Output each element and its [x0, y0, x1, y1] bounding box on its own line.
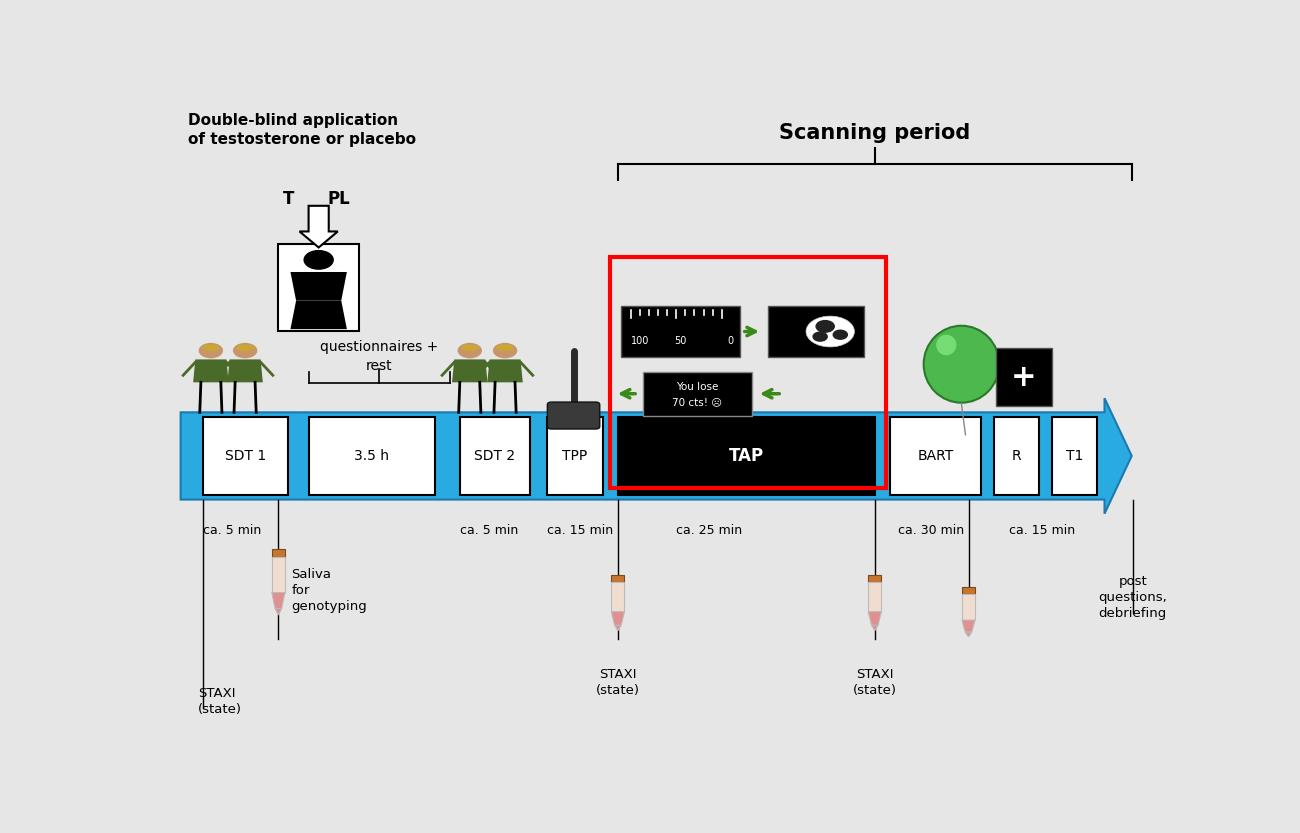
Circle shape	[493, 343, 517, 358]
Circle shape	[233, 343, 257, 358]
FancyBboxPatch shape	[272, 549, 285, 557]
Text: ca. 25 min: ca. 25 min	[676, 524, 742, 537]
Ellipse shape	[202, 345, 220, 351]
Text: 3.5 h: 3.5 h	[354, 449, 389, 463]
Text: ca. 15 min: ca. 15 min	[1009, 524, 1075, 537]
FancyBboxPatch shape	[611, 581, 624, 611]
Polygon shape	[965, 632, 972, 637]
FancyBboxPatch shape	[611, 575, 624, 581]
Ellipse shape	[924, 326, 1000, 402]
FancyBboxPatch shape	[203, 416, 289, 495]
Text: questionnaires +
rest: questionnaires + rest	[320, 341, 438, 372]
Text: SDT 2: SDT 2	[474, 449, 516, 463]
Polygon shape	[290, 272, 347, 301]
Text: You lose: You lose	[676, 382, 719, 392]
Polygon shape	[227, 359, 263, 382]
Ellipse shape	[237, 345, 254, 351]
FancyBboxPatch shape	[278, 244, 359, 331]
Text: 0: 0	[728, 337, 733, 347]
Circle shape	[806, 316, 854, 347]
Polygon shape	[962, 620, 975, 632]
Text: STAXI
(state): STAXI (state)	[595, 667, 640, 696]
FancyBboxPatch shape	[547, 416, 603, 495]
FancyBboxPatch shape	[308, 416, 434, 495]
Ellipse shape	[936, 335, 957, 355]
Circle shape	[816, 321, 835, 332]
Polygon shape	[868, 611, 881, 626]
FancyBboxPatch shape	[1052, 416, 1097, 495]
FancyBboxPatch shape	[868, 581, 881, 611]
Text: 50: 50	[675, 337, 686, 347]
Polygon shape	[276, 609, 282, 615]
Polygon shape	[272, 592, 285, 609]
Text: TPP: TPP	[563, 449, 588, 463]
Polygon shape	[871, 626, 878, 631]
Text: post
questions,
debriefing: post questions, debriefing	[1098, 575, 1167, 620]
FancyBboxPatch shape	[962, 587, 975, 594]
Text: 70 cts! ☹: 70 cts! ☹	[672, 397, 723, 407]
Text: 100: 100	[630, 337, 650, 347]
Text: ca. 30 min: ca. 30 min	[898, 524, 965, 537]
Text: ca. 5 min: ca. 5 min	[460, 524, 517, 537]
Polygon shape	[290, 301, 347, 329]
Text: +: +	[1011, 362, 1036, 392]
Text: T1: T1	[1066, 449, 1083, 463]
Polygon shape	[611, 611, 624, 626]
Text: T: T	[283, 191, 294, 208]
Text: Double-blind application
of testosterone or placebo: Double-blind application of testosterone…	[187, 112, 416, 147]
FancyBboxPatch shape	[768, 307, 863, 357]
Ellipse shape	[462, 345, 478, 351]
Polygon shape	[615, 626, 621, 631]
FancyBboxPatch shape	[962, 594, 975, 620]
Circle shape	[304, 251, 333, 269]
FancyBboxPatch shape	[868, 575, 881, 581]
Ellipse shape	[497, 345, 514, 351]
Circle shape	[199, 343, 224, 358]
Polygon shape	[452, 359, 488, 382]
FancyBboxPatch shape	[272, 557, 285, 592]
Text: SDT 1: SDT 1	[225, 449, 266, 463]
Circle shape	[812, 332, 827, 342]
FancyBboxPatch shape	[547, 402, 599, 429]
Circle shape	[833, 330, 848, 339]
FancyBboxPatch shape	[460, 416, 530, 495]
FancyArrow shape	[299, 206, 338, 247]
Text: PL: PL	[328, 191, 350, 208]
FancyBboxPatch shape	[644, 372, 751, 416]
Text: BART: BART	[916, 449, 953, 463]
Polygon shape	[488, 359, 523, 382]
Text: ca. 15 min: ca. 15 min	[547, 524, 614, 537]
Text: ca. 5 min: ca. 5 min	[203, 524, 261, 537]
Text: TAP: TAP	[729, 447, 764, 465]
FancyBboxPatch shape	[993, 416, 1039, 495]
FancyBboxPatch shape	[891, 416, 980, 495]
Text: STAXI
(state): STAXI (state)	[853, 667, 897, 696]
FancyBboxPatch shape	[996, 348, 1052, 406]
FancyBboxPatch shape	[618, 416, 875, 495]
Text: Saliva
for
genotyping: Saliva for genotyping	[291, 568, 367, 613]
Circle shape	[458, 343, 482, 358]
Text: Scanning period: Scanning period	[779, 123, 970, 143]
Polygon shape	[194, 359, 229, 382]
Polygon shape	[181, 398, 1132, 514]
Text: STAXI
(state): STAXI (state)	[198, 687, 242, 716]
FancyBboxPatch shape	[621, 307, 740, 357]
Text: R: R	[1011, 449, 1022, 463]
